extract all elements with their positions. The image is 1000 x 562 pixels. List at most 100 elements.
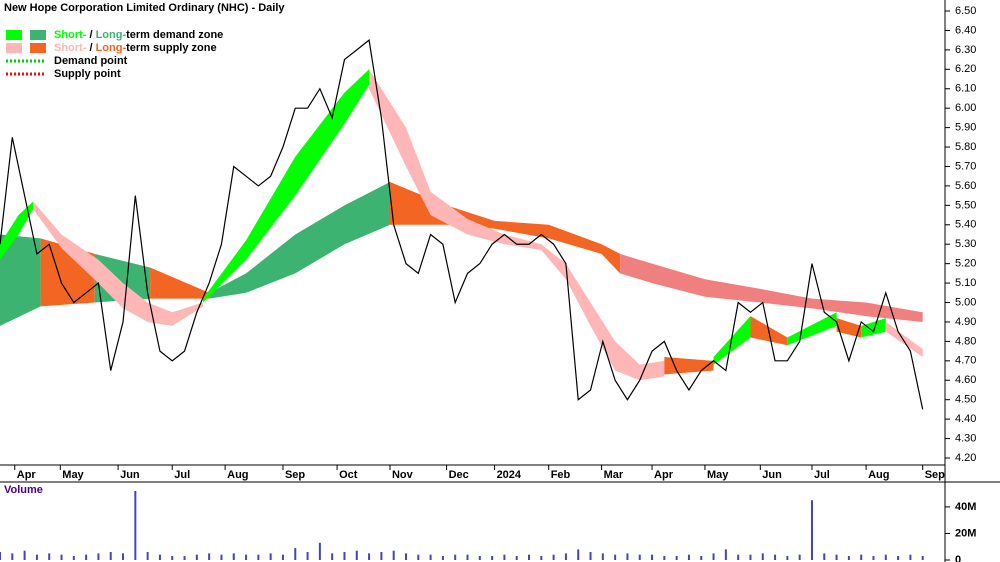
volume-bar [23,550,26,560]
legend-part: term supply zone [126,42,216,54]
legend-label: Supply point [54,68,121,80]
volume-bar [245,554,248,560]
volume-bar [404,553,407,560]
volume-bar [810,500,813,560]
y-tick-label: 4.90 [955,316,976,328]
x-tick-label: Jun [762,469,782,481]
volume-bar [85,554,88,560]
volume-bar [48,553,51,560]
legend-part: Long- [96,42,127,54]
x-tick-label: Sep [285,469,305,481]
x-tick-label: Jul [814,469,830,481]
volume-bar [884,554,887,560]
zone-band [389,182,621,274]
volume-bar [171,556,174,560]
volume-bar [11,553,14,560]
zone-band [369,69,665,381]
volume-bar [417,554,420,560]
volume-bar [429,554,432,560]
legend-part: / [86,42,95,54]
chart-title: New Hope Corporation Limited Ordinary (N… [4,2,285,14]
volume-bar [60,554,63,560]
legend-label: Short- / Long-term demand zone [54,29,223,41]
zone-band [713,316,751,365]
y-tick-label: 5.20 [955,258,976,270]
legend-part: / [86,29,95,41]
volume-bar [269,553,272,560]
volume-bar [0,552,1,560]
x-tick-label: Nov [392,469,414,481]
volume-bar [195,554,198,560]
zone-band [885,321,923,357]
volume-bar [343,552,346,560]
price-layer [0,39,924,410]
x-tick-label: Dec [449,469,469,481]
volume-bar [638,554,641,560]
x-tick-label: Feb [551,469,571,481]
y-tick-label: 4.50 [955,394,976,406]
volume-bar [109,552,112,560]
volume-bar [72,556,75,560]
volume-bar [737,554,740,560]
y-tick-label: 6.00 [955,102,976,114]
x-tick-label: May [707,469,729,481]
x-tick-label: Mar [604,469,624,481]
volume-bar [122,553,125,560]
y-tick-label: 4.30 [955,432,976,444]
volume-bar [626,553,629,560]
y-tick-label: 5.40 [955,219,976,231]
zone-band [33,201,203,326]
zone-band [620,253,923,322]
y-tick-label: 5.80 [955,141,976,153]
y-tick-label: 6.10 [955,83,976,95]
zone-band [202,69,370,303]
zone-band [0,234,41,326]
x-tick-label: Apr [17,469,37,481]
zone-band [787,312,837,346]
volume-bar [749,554,752,560]
volume-bar [368,553,371,560]
legend-label: Short- / Long-term supply zone [54,42,217,54]
y-tick-label: 5.70 [955,160,976,172]
volume-bar [687,554,690,560]
volume-bar [663,556,666,560]
x-tick-label: Sep [925,469,945,481]
volume-bar [318,542,321,560]
y-tick-label: 5.60 [955,180,976,192]
x-tick-label: Jul [174,469,190,481]
y-tick-label: 4.70 [955,355,976,367]
volume-bar [897,556,900,560]
volume-bar [380,552,383,560]
volume-bar [786,556,789,560]
volume-bar [306,552,309,560]
volume-bar [466,554,469,560]
volume-bar [158,554,161,560]
volume-bar [355,550,358,560]
zones [0,69,923,381]
zone-band [861,318,886,338]
y-tick-label: 5.30 [955,238,976,250]
volume-bar [823,553,826,560]
volume-bar [232,553,235,560]
y-tick-label: 6.30 [955,44,976,56]
y-tick-label: 5.10 [955,277,976,289]
volume-bar [651,554,654,560]
volume-bar [331,553,334,560]
volume-bar [860,554,863,560]
volume-bar [146,552,149,560]
volume-bar [909,554,912,560]
zone-band [150,267,210,299]
y-tick-label: 6.40 [955,24,976,36]
volume-bar [552,554,555,560]
zone-band [209,182,390,299]
price-line [0,39,924,410]
volume-bar [589,552,592,560]
y-tick-label: 4.40 [955,413,976,425]
volume-bar [208,553,211,560]
x-tick-label: Apr [654,469,674,481]
legend-part: Short- [54,42,87,54]
volume-tick-label: 40M [955,501,976,513]
x-tick-label: 2024 [497,469,522,481]
